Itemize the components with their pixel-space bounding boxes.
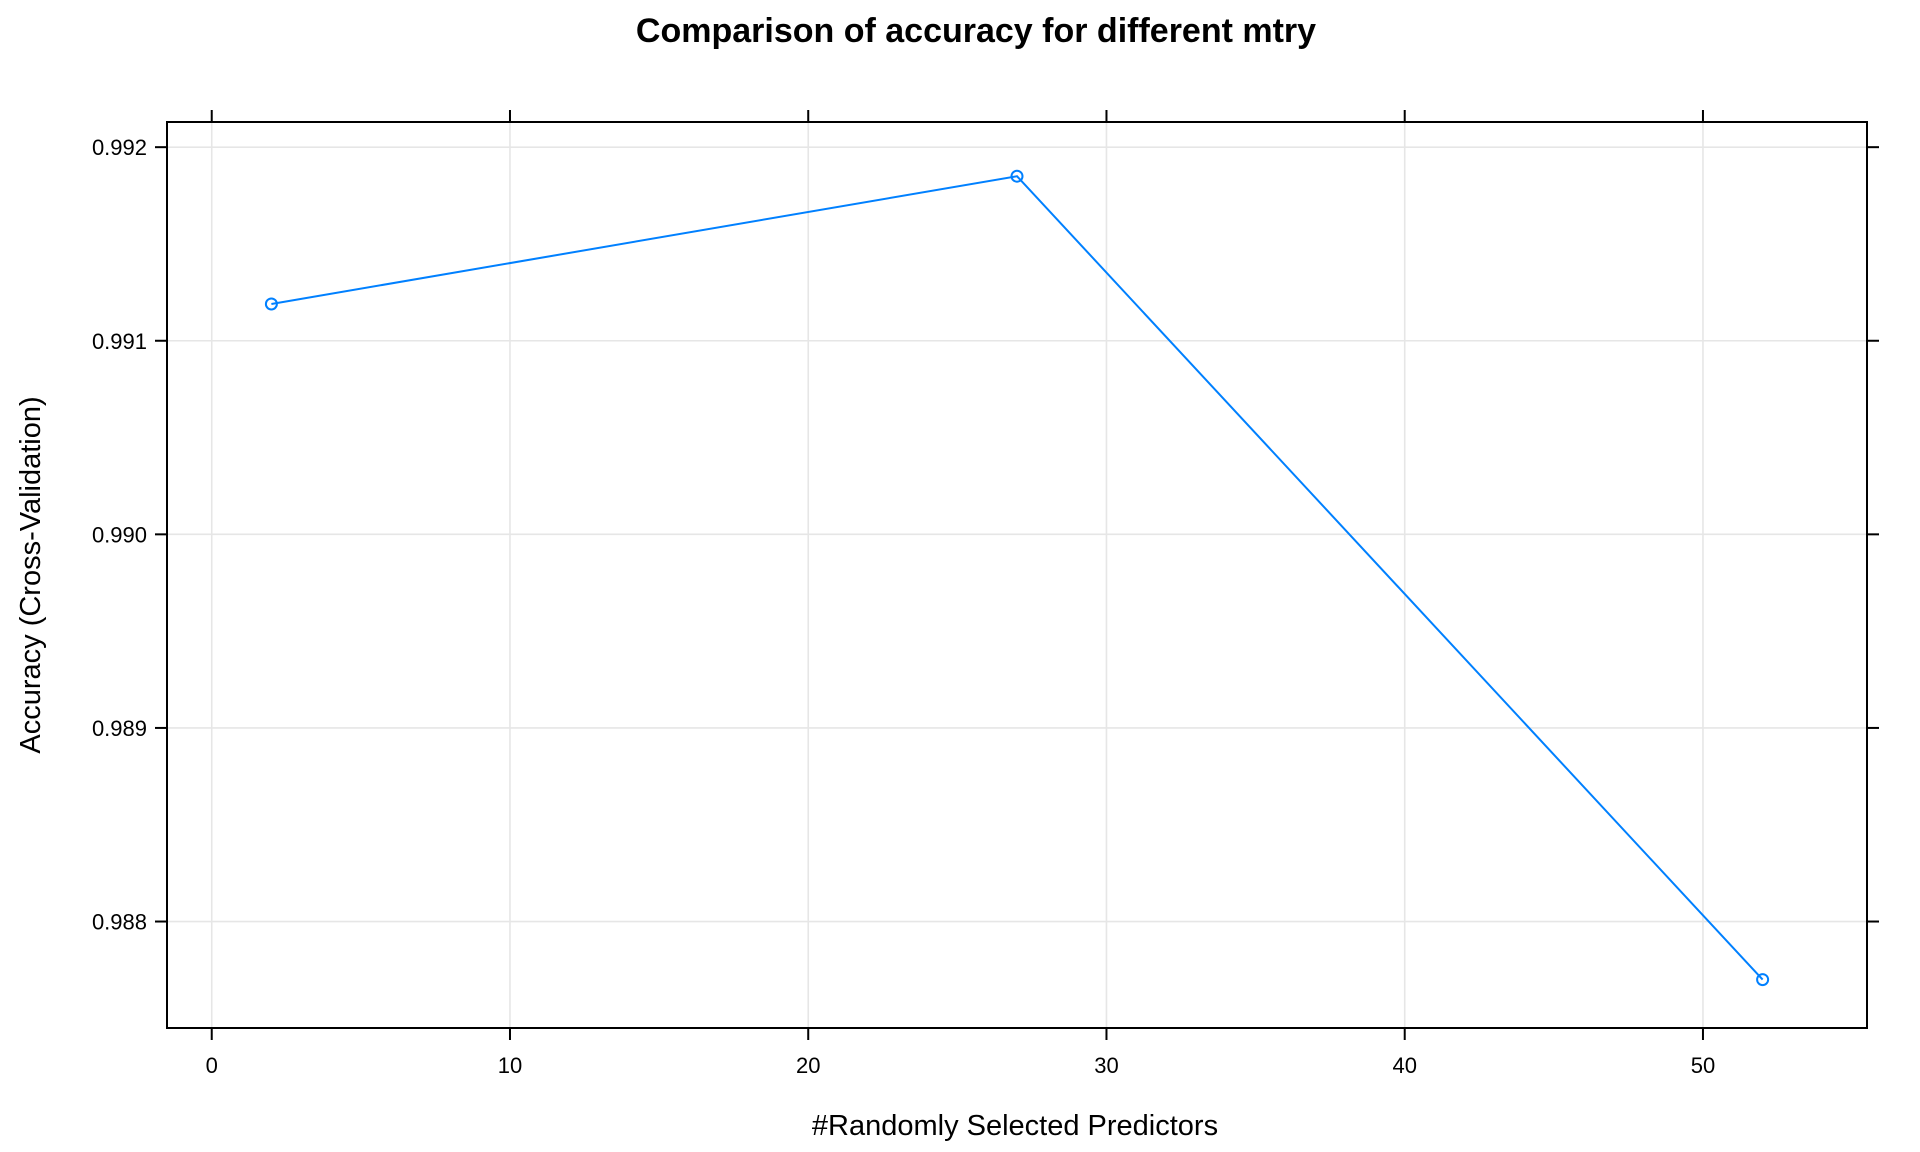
x-tick-label: 20	[796, 1053, 820, 1078]
data-point	[264, 297, 278, 311]
y-axis-label: Accuracy (Cross-Validation)	[15, 396, 47, 753]
data-point	[1756, 973, 1770, 987]
plot-frame	[166, 121, 1868, 1029]
plot-series	[264, 169, 1770, 987]
x-axis-label: #Randomly Selected Predictors	[812, 1110, 1218, 1142]
grid	[167, 122, 1867, 1028]
y-tick-label: 0.988	[92, 910, 147, 935]
y-tick-label: 0.990	[92, 522, 147, 547]
x-tick-label: 0	[206, 1053, 218, 1078]
x-tick-label: 30	[1094, 1053, 1118, 1078]
y-tick-label: 0.991	[92, 329, 147, 354]
x-tick-label: 50	[1691, 1053, 1715, 1078]
x-tick-label: 40	[1392, 1053, 1416, 1078]
y-tick-label: 0.989	[92, 716, 147, 741]
data-point	[1010, 169, 1024, 183]
x-tick-label: 10	[498, 1053, 522, 1078]
y-tick-label: 0.992	[92, 135, 147, 160]
axis-ticks: 0 10 20 30 40 50 0.988 0.989 0.990 0.991 0.992	[92, 110, 1879, 1078]
series-line	[271, 175, 1764, 981]
chart-title: Comparison of accuracy for different mtr…	[636, 12, 1316, 50]
